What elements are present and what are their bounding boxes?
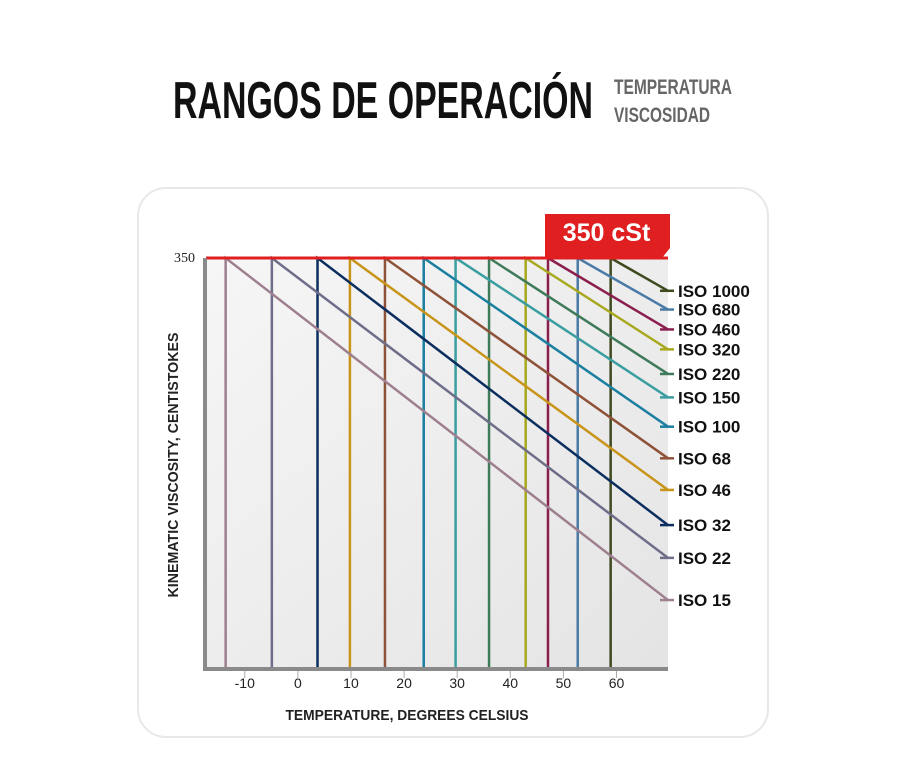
- legend-label: ISO 220: [678, 365, 740, 384]
- x-tick-label: 20: [396, 675, 412, 691]
- annotation-box: [545, 214, 670, 258]
- subtitle: VISCOSIDAD: [614, 104, 710, 127]
- x-tick-label: 30: [449, 675, 465, 691]
- x-axis-label: TEMPERATURE, DEGREES CELSIUS: [286, 707, 529, 724]
- y-axis: [203, 258, 207, 670]
- legend-label: ISO 680: [678, 301, 740, 320]
- legend-label: ISO 32: [678, 516, 731, 535]
- legend-label: ISO 68: [678, 449, 731, 468]
- subtitle: TEMPERATURA: [614, 76, 732, 99]
- x-tick-label: 0: [294, 675, 302, 691]
- x-tick-label: 50: [556, 675, 572, 691]
- legend-label: ISO 320: [678, 340, 740, 359]
- annotation: 350 cSt: [563, 219, 651, 247]
- legend-label: ISO 100: [678, 418, 740, 437]
- x-tick-label: -10: [235, 675, 255, 691]
- legend-label: ISO 15: [678, 591, 731, 610]
- x-axis: [203, 667, 668, 671]
- x-tick-label: 10: [343, 675, 359, 691]
- legend-label: ISO 460: [678, 320, 740, 339]
- x-tick-label: 40: [502, 675, 518, 691]
- x-tick-label: 60: [609, 675, 625, 691]
- legend-label: ISO 46: [678, 481, 731, 500]
- legend-label: ISO 1000: [678, 282, 750, 301]
- plot-area: [206, 258, 668, 668]
- legend-label: ISO 22: [678, 549, 731, 568]
- y-tick-label: 350: [174, 251, 195, 266]
- legend-label: ISO 150: [678, 388, 740, 407]
- y-axis-label: KINEMATIC VISCOSITY, CENTISTOKES: [165, 333, 182, 598]
- chart-title: RANGOS DE OPERACIÓN: [173, 72, 593, 130]
